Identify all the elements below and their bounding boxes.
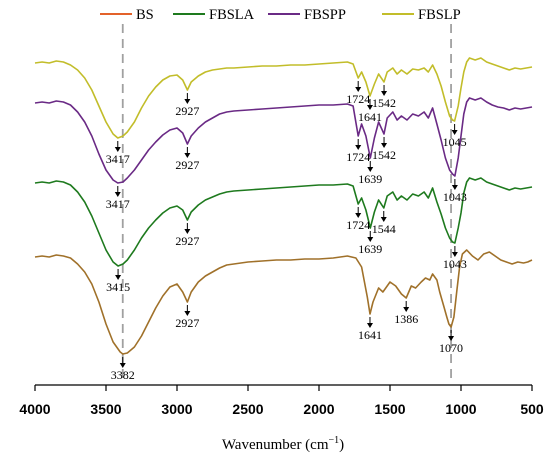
legend-label-fbsla: FBSLA [209,7,255,23]
annotation-arrow-head [355,213,362,218]
legend: BS FBSLA FBSPP FBSLP [100,7,461,23]
annotation-arrow-head [184,153,191,158]
annotation-label-fbsla-2927: 2927 [175,234,199,248]
annotation-label-bs-1641: 1641 [358,328,382,342]
annotation-label-bs-2927: 2927 [175,316,199,330]
reference-lines [121,24,452,383]
annotation-label-fbslp-1542: 1542 [372,96,396,110]
annotation-label-fbspp-1639: 1639 [358,172,382,186]
annotation-label-fbslp-2927: 2927 [175,104,199,118]
annotation-arrow-head [184,99,191,104]
x-tick-label-1500: 1500 [374,401,405,417]
x-tick-label-2500: 2500 [232,401,263,417]
x-axis-title: Wavenumber (cm−1) [222,435,344,453]
series-line-bs [34,249,533,355]
annotation-label-fbslp-1641: 1641 [358,110,382,124]
x-tick-label-1000: 1000 [445,401,476,417]
annotation-label-fbslp-3417: 3417 [106,152,130,166]
series-line-fbsla [34,177,533,267]
annotation-arrow-head [451,130,458,135]
annotation-label-fbspp-1043: 1043 [443,190,467,204]
annotation-arrow-head [451,252,458,257]
annotation-label-fbsla-1639: 1639 [358,242,382,256]
annotation-arrow-head [381,143,388,148]
annotation-arrow-head [119,363,126,368]
annotation-label-fbspp-1542: 1542 [372,148,396,162]
series-line-fbslp [34,57,533,139]
annotation-label-fbsla-1544: 1544 [372,222,396,236]
annotation-arrow-head [451,185,458,190]
annotation-arrow-head [114,147,121,152]
annotation-arrow-head [184,229,191,234]
series-layer [34,57,533,355]
annotation-arrow-head [115,275,122,280]
annotation-arrow-head [355,145,362,150]
annotation-label-fbsla-1724: 1724 [346,218,370,232]
annotation-arrow-head [448,336,455,341]
x-tick-label-500: 500 [520,401,544,417]
annotation-arrow-head [355,87,362,92]
annotation-arrow-head [114,192,121,197]
x-tick-label-2000: 2000 [303,401,334,417]
x-tick-label-4000: 4000 [19,401,50,417]
annotation-label-fbsla-3415: 3415 [106,280,130,294]
annotation-arrow-head [184,311,191,316]
annotation-label-fbslp-1045: 1045 [443,135,467,149]
annotation-arrow-head [366,323,373,328]
x-tick-label-3000: 3000 [161,401,192,417]
annotation-arrow-head [367,237,374,242]
annotation-label-fbsla-1043: 1043 [443,257,467,271]
annotation-label-fbspp-3417: 3417 [106,197,130,211]
x-ticks: 4000 3500 3000 2500 2000 1500 1000 500 [19,385,544,417]
x-tick-label-3500: 3500 [90,401,121,417]
annotation-label-fbspp-2927: 2927 [175,158,199,172]
series-line-fbspp [34,97,533,184]
annotation-arrow-head [367,167,374,172]
annotation-arrow-head [380,217,387,222]
annotation-label-fbspp-1724: 1724 [346,150,370,164]
annotation-label-bs-1070: 1070 [439,341,463,355]
annotation-label-bs-3382: 3382 [111,368,135,382]
annotation-arrow-head [366,105,373,110]
annotation-label-fbslp-1724: 1724 [346,92,370,106]
legend-label-fbspp: FBSPP [304,7,346,23]
annotation-layer: 3417292717241641154210453417292717241639… [106,81,467,382]
legend-label-fbslp: FBSLP [418,7,461,23]
annotation-label-bs-1386: 1386 [394,312,418,326]
legend-label-bs: BS [136,7,154,23]
annotation-arrow-head [403,307,410,312]
annotation-arrow-head [381,91,388,96]
